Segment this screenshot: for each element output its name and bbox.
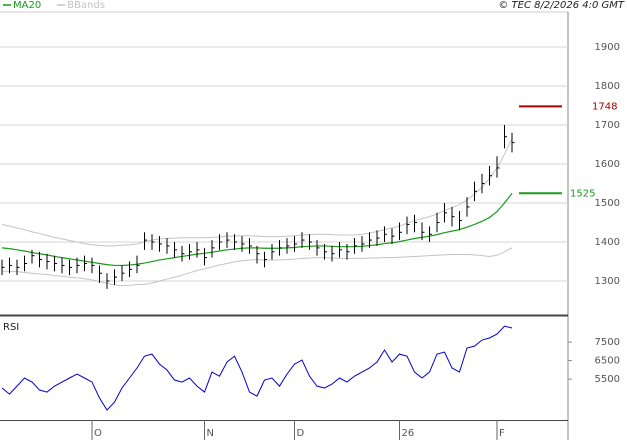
legend-label: BBands xyxy=(67,0,105,11)
rsi-line xyxy=(1,325,513,411)
legend-label: MA20 xyxy=(13,0,41,11)
y-tick-label: 7500 xyxy=(595,337,620,348)
y-tick-label: 1700 xyxy=(595,120,620,131)
y-tick-label: 1300 xyxy=(595,276,620,287)
level-label: 1748 xyxy=(592,101,617,112)
rsi-title: RSI xyxy=(3,322,19,333)
x-tick-label: F xyxy=(499,428,505,439)
x-tick-label: 26 xyxy=(402,428,415,439)
band-upper xyxy=(1,138,513,247)
source: © TEC 8/2/2026 4:0 GMT xyxy=(498,0,625,11)
y-tick-label: 6500 xyxy=(595,356,620,367)
y-tick-label: 5500 xyxy=(595,374,620,385)
x-tick-label: D xyxy=(297,428,305,439)
level-label: 1525 xyxy=(570,188,595,199)
y-tick-label: 1600 xyxy=(595,159,620,170)
y-tick-label: 1400 xyxy=(595,237,620,248)
y-tick-label: 1900 xyxy=(595,42,620,53)
x-tick-label: O xyxy=(94,428,102,439)
x-tick-label: N xyxy=(207,428,214,439)
y-tick-label: 1500 xyxy=(595,198,620,209)
y-tick-label: 1800 xyxy=(595,81,620,92)
